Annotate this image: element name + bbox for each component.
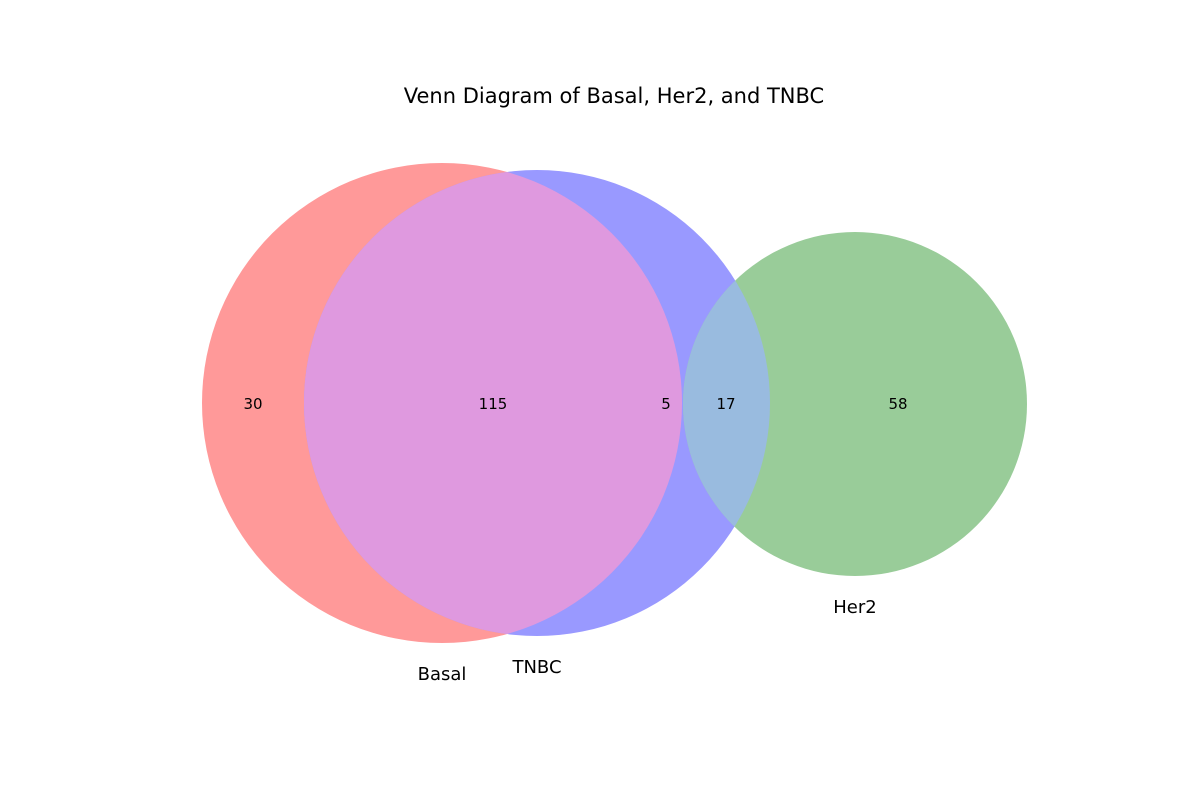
tnbc-her2-count: 17 xyxy=(716,395,735,413)
diagram-title: Venn Diagram of Basal, Her2, and TNBC xyxy=(404,84,824,108)
her2-only-count: 58 xyxy=(888,395,907,413)
basal-tnbc-count: 115 xyxy=(479,395,508,413)
her2-circle xyxy=(683,232,1027,576)
basal-only-count: 30 xyxy=(243,395,262,413)
tnbc-label: TNBC xyxy=(511,657,561,678)
her2-label: Her2 xyxy=(833,597,876,618)
basal-label: Basal xyxy=(418,664,467,685)
tnbc-only-count: 5 xyxy=(661,395,671,413)
